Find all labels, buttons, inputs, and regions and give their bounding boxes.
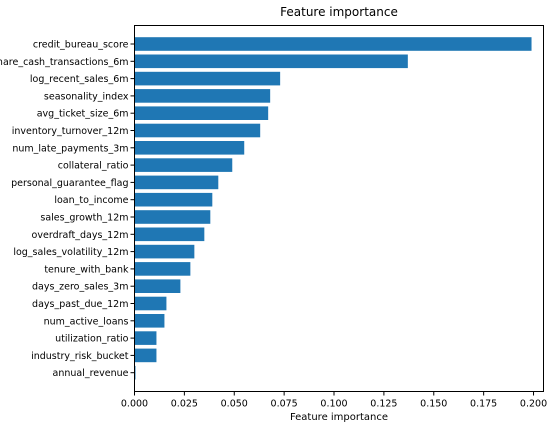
bar-utilization-ratio xyxy=(134,331,157,345)
y-tick-label-sales-growth-12m: sales_growth_12m xyxy=(40,213,128,224)
y-tick-label-avg-ticket-size-6m: avg_ticket_size_6m xyxy=(37,109,129,120)
y-tick-label-days-past-due-12m: days_past_due_12m xyxy=(32,299,128,310)
y-tick-label-utilization-ratio: utilization_ratio xyxy=(55,334,129,345)
y-tick-label-credit-bureau-score: credit_bureau_score xyxy=(33,40,129,51)
chart-title: Feature importance xyxy=(280,5,398,19)
x-axis-ticks: 0.000 0.025 0.050 0.075 0.100 0.125 0.150 0.175… xyxy=(121,391,547,410)
y-tick-label-collateral-ratio: collateral_ratio xyxy=(58,161,129,172)
y-tick-labels: credit_bureau_score share_cash_transactio… xyxy=(0,40,135,379)
y-tick-label-tenure-with-bank: tenure_with_bank xyxy=(44,264,129,275)
bar-collateral-ratio xyxy=(134,158,233,172)
bar-days-zero-sales-3m xyxy=(134,279,181,293)
x-tick-label-6: 0.150 xyxy=(420,399,447,410)
bar-inventory-turnover-12m xyxy=(134,123,261,138)
y-tick-label-days-zero-sales-3m: days_zero_sales_3m xyxy=(32,282,129,293)
x-tick-label-2: 0.050 xyxy=(221,399,248,410)
bar-num-active-loans xyxy=(134,314,165,328)
y-tick-label-personal-guarantee-flag: personal_guarantee_flag xyxy=(11,178,128,189)
bar-avg-ticket-size-6m xyxy=(134,106,269,120)
bar-loan-to-income xyxy=(134,192,213,207)
bar-log-sales-volatility-12m xyxy=(134,244,195,259)
x-tick-label-1: 0.025 xyxy=(171,399,198,410)
plot-frame xyxy=(134,25,544,392)
bar-personal-guarantee-flag xyxy=(134,175,219,190)
bar-tenure-with-bank xyxy=(134,262,191,276)
x-tick-label-4: 0.100 xyxy=(320,399,347,410)
y-tick-label-annual-revenue: annual_revenue xyxy=(53,368,129,379)
y-tick-label-loan-to-income: loan_to_income xyxy=(54,195,128,206)
y-tick-label-share-cash-transactions-6m: share_cash_transactions_6m xyxy=(0,57,129,68)
y-tick-label-inventory-turnover-12m: inventory_turnover_12m xyxy=(12,126,129,137)
bars-layer xyxy=(134,37,532,380)
bar-num-late-payments-3m xyxy=(134,141,245,155)
x-tick-label-8: 0.200 xyxy=(520,399,547,410)
bar-days-past-due-12m xyxy=(134,296,167,311)
bar-share-cash-transactions-6m xyxy=(134,54,408,69)
x-axis-label: Feature importance xyxy=(290,412,388,423)
bar-credit-bureau-score xyxy=(134,37,532,51)
y-tick-label-num-active-loans: num_active_loans xyxy=(44,316,129,327)
bar-industry-risk-bucket xyxy=(134,348,157,363)
x-tick-label-5: 0.125 xyxy=(370,399,397,410)
y-tick-label-seasonality-index: seasonality_index xyxy=(44,91,129,102)
y-tick-label-num-late-payments-3m: num_late_payments_3m xyxy=(12,143,128,154)
y-tick-label-industry-risk-bucket: industry_risk_bucket xyxy=(31,351,129,362)
y-tick-label-log-recent-sales-6m: log_recent_sales_6m xyxy=(30,74,129,85)
bar-seasonality-index xyxy=(134,89,271,103)
x-tick-label-7: 0.175 xyxy=(470,399,497,410)
x-tick-label-0: 0.000 xyxy=(121,399,148,410)
x-tick-label-3: 0.075 xyxy=(271,399,298,410)
bar-log-recent-sales-6m xyxy=(134,71,281,86)
bar-sales-growth-12m xyxy=(134,210,211,224)
y-tick-label-overdraft-days-12m: overdraft_days_12m xyxy=(32,230,129,241)
bar-overdraft-days-12m xyxy=(134,227,205,242)
y-tick-label-log-sales-volatility-12m: log_sales_volatility_12m xyxy=(13,247,128,258)
